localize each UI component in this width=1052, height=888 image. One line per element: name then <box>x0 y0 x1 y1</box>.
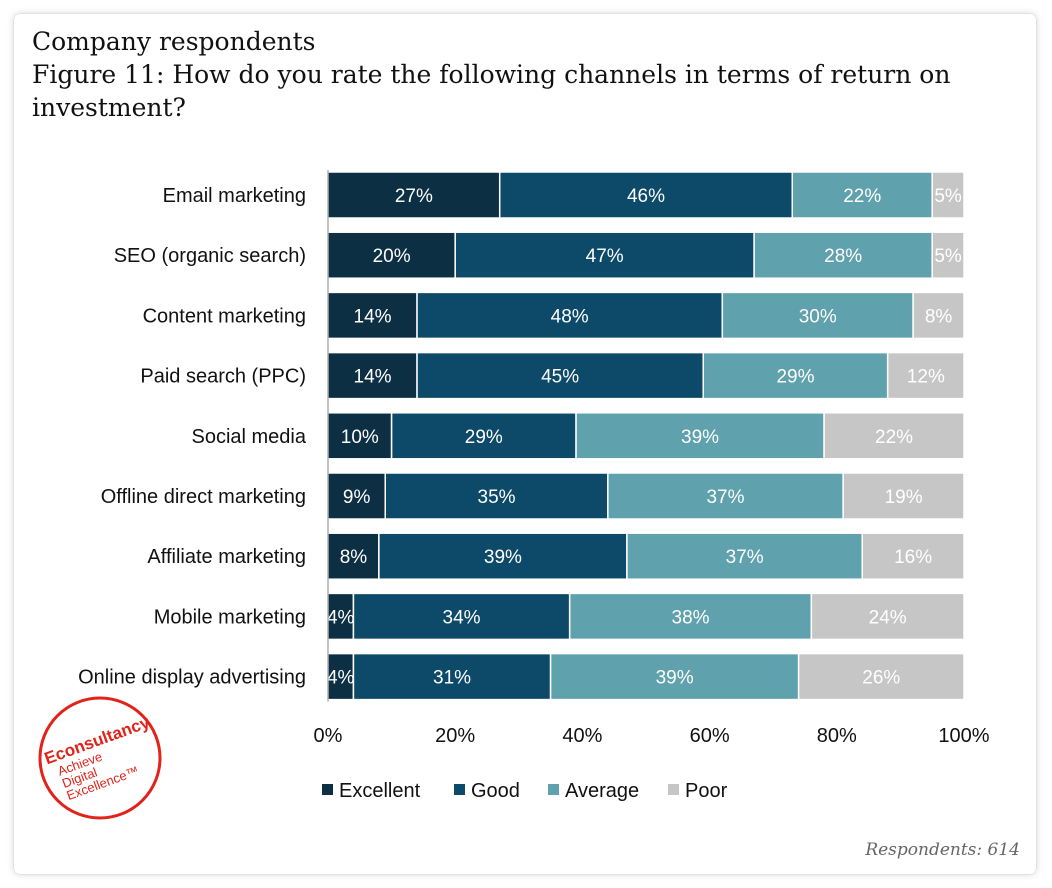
x-tick-label: 80% <box>817 725 857 747</box>
data-label: 29% <box>776 367 814 388</box>
data-label: 8% <box>925 306 953 327</box>
bar-average-email-marketing <box>791 171 933 219</box>
bar-poor-affiliate-marketing <box>861 532 965 580</box>
bar-good-paid-search-ppc <box>416 351 704 400</box>
bar-average-mobile-marketing <box>568 592 813 641</box>
econsultancy-logo: Econsultancy Achieve Digital Excellence™ <box>38 696 162 820</box>
category-label: Affiliate marketing <box>147 546 306 568</box>
data-label: 37% <box>726 547 764 568</box>
respondents-note: Respondents: 614 <box>865 840 1020 860</box>
bar-average-social-media <box>575 412 825 460</box>
data-label: 37% <box>706 487 744 508</box>
data-label: 5% <box>934 246 962 267</box>
data-label: 34% <box>443 607 481 628</box>
x-tick-label: 60% <box>690 725 730 747</box>
bar-excellent-offline-direct-marketing <box>327 472 386 520</box>
data-label: 12% <box>907 367 945 388</box>
data-label: 39% <box>484 547 522 568</box>
legend-swatch-excellent <box>322 784 333 795</box>
legend-label-poor: Poor <box>685 780 728 802</box>
bar-poor-online-display-advertising <box>797 652 965 701</box>
data-label: 35% <box>478 487 516 508</box>
data-label: 48% <box>551 306 589 327</box>
bar-average-content-marketing <box>721 291 914 340</box>
bar-poor-offline-direct-marketing <box>842 472 965 520</box>
data-label: 26% <box>862 668 900 689</box>
data-label: 5% <box>934 186 962 207</box>
bar-average-offline-direct-marketing <box>607 472 844 520</box>
figure-header: Company respondents Figure 11: How do yo… <box>32 25 992 124</box>
data-label: 9% <box>343 487 371 508</box>
data-label: 4% <box>327 668 355 689</box>
data-label: 24% <box>869 607 907 628</box>
x-tick-label: 0% <box>314 725 343 747</box>
legend-label-average: Average <box>565 780 639 802</box>
legend-label-excellent: Excellent <box>339 780 421 802</box>
legend-label-good: Good <box>471 780 520 802</box>
data-label: 39% <box>681 427 719 448</box>
bar-poor-social-media <box>823 412 965 460</box>
bar-excellent-seo-organic-search <box>327 231 456 279</box>
bar-poor-paid-search-ppc <box>886 351 965 400</box>
data-label: 28% <box>824 246 862 267</box>
data-label: 16% <box>894 547 932 568</box>
figure-title: Figure 11: How do you rate the following… <box>32 60 951 122</box>
data-label: 10% <box>341 427 379 448</box>
data-label: 22% <box>875 427 913 448</box>
legend-swatch-poor <box>668 784 679 795</box>
category-label: Offline direct marketing <box>101 486 306 508</box>
category-label: SEO (organic search) <box>114 245 306 267</box>
bar-poor-email-marketing <box>931 171 965 219</box>
bar-poor-mobile-marketing <box>810 592 965 641</box>
data-label: 39% <box>656 668 694 689</box>
category-label: Online display advertising <box>78 667 306 689</box>
data-label: 47% <box>586 246 624 267</box>
data-label: 46% <box>627 186 665 207</box>
logo-ring <box>38 696 162 820</box>
category-label: Content marketing <box>143 305 306 327</box>
bar-good-offline-direct-marketing <box>384 472 609 520</box>
data-label: 14% <box>354 306 392 327</box>
data-label: 22% <box>843 186 881 207</box>
x-tick-label: 20% <box>435 725 475 747</box>
bar-average-paid-search-ppc <box>702 351 889 400</box>
bar-average-online-display-advertising <box>549 652 800 701</box>
bar-good-social-media <box>390 412 577 460</box>
bar-average-affiliate-marketing <box>626 532 863 580</box>
category-label: Mobile marketing <box>154 606 306 628</box>
bar-poor-seo-organic-search <box>931 231 965 279</box>
data-label: 4% <box>327 607 355 628</box>
legend-swatch-average <box>548 784 559 795</box>
category-label: Paid search (PPC) <box>140 366 306 388</box>
data-label: 38% <box>672 607 710 628</box>
bar-average-seo-organic-search <box>753 231 933 279</box>
bar-good-mobile-marketing <box>352 592 571 641</box>
x-tick-label: 100% <box>938 725 989 747</box>
data-label: 27% <box>395 186 433 207</box>
data-label: 20% <box>373 246 411 267</box>
category-label: Social media <box>191 426 306 448</box>
data-label: 14% <box>354 367 392 388</box>
bar-good-seo-organic-search <box>454 231 755 279</box>
data-label: 29% <box>465 427 503 448</box>
bar-excellent-paid-search-ppc <box>327 351 418 400</box>
legend-swatch-good <box>454 784 465 795</box>
bar-excellent-email-marketing <box>327 171 501 219</box>
category-label: Email marketing <box>163 185 306 207</box>
data-label: 31% <box>433 668 471 689</box>
bar-poor-content-marketing <box>912 291 965 340</box>
bar-excellent-online-display-advertising <box>327 652 355 701</box>
data-label: 30% <box>799 306 837 327</box>
x-tick-label: 40% <box>562 725 602 747</box>
data-label: 8% <box>340 547 368 568</box>
data-label: 45% <box>541 367 579 388</box>
data-label: 19% <box>885 487 923 508</box>
bar-good-affiliate-marketing <box>378 532 628 580</box>
section-title: Company respondents <box>32 27 316 56</box>
